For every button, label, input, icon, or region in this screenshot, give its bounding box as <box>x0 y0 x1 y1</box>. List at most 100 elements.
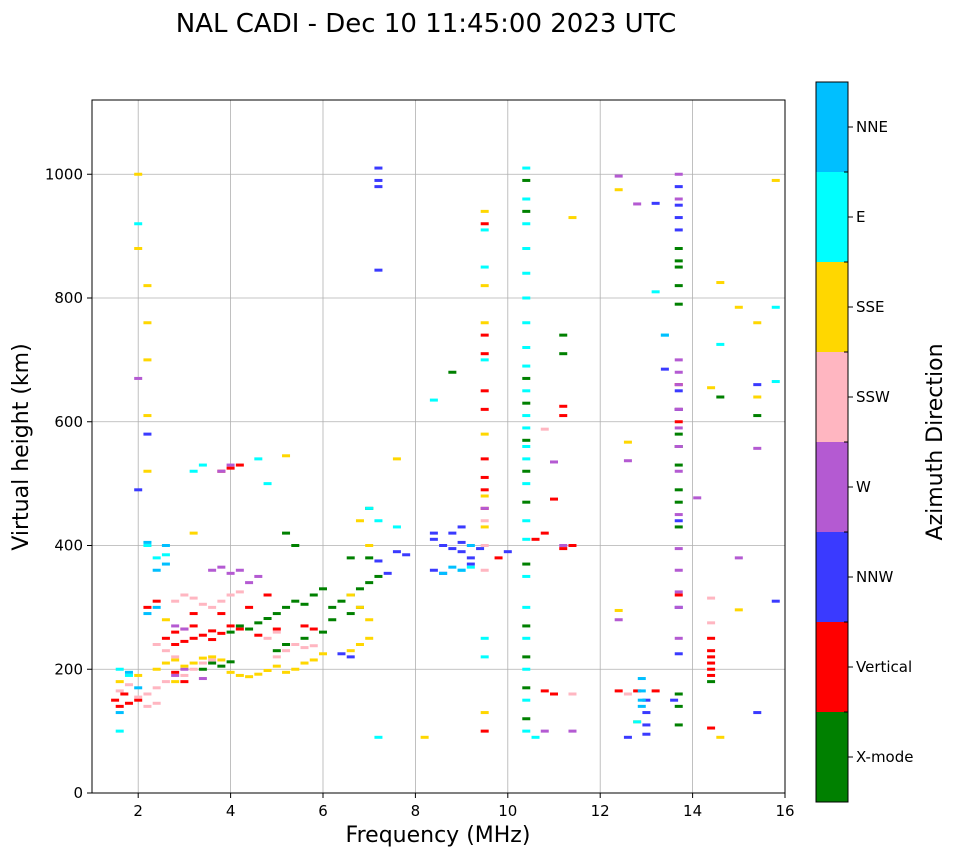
data-point-nnw <box>429 537 438 541</box>
data-point-e <box>480 358 489 362</box>
data-point-sse <box>480 284 489 288</box>
data-point-e <box>480 265 489 269</box>
y-tick-label: 200 <box>54 660 83 678</box>
data-point-nnw <box>753 711 762 715</box>
data-point-sse <box>235 673 244 677</box>
data-point-ssw <box>208 605 217 609</box>
data-point-vertical <box>559 404 568 408</box>
data-point-w <box>674 358 683 362</box>
data-point-x-mode <box>674 525 683 529</box>
data-point-vertical <box>540 689 549 693</box>
data-point-w <box>171 624 180 628</box>
data-point-x-mode <box>674 432 683 436</box>
data-point-nnw <box>374 185 383 189</box>
data-point-x-mode <box>674 259 683 263</box>
data-point-vertical <box>120 692 129 696</box>
x-tick-label: 2 <box>133 802 143 820</box>
data-point-sse <box>480 711 489 715</box>
data-point-vertical <box>198 633 207 637</box>
colorbar-tick-label: W <box>856 478 871 496</box>
data-point-nnw <box>771 599 780 603</box>
data-point-vertical <box>480 389 489 393</box>
data-point-x-mode <box>559 352 568 356</box>
data-point-x-mode <box>522 717 531 721</box>
data-point-x-mode <box>365 581 374 585</box>
data-point-nne <box>143 540 152 544</box>
data-point-nnw <box>374 178 383 182</box>
x-tick-label: 16 <box>775 802 794 820</box>
data-point-ssw <box>161 649 170 653</box>
data-point-x-mode <box>235 624 244 628</box>
data-point-vertical <box>254 633 263 637</box>
data-point-x-mode <box>282 605 291 609</box>
data-point-w <box>198 677 207 681</box>
data-point-nnw <box>674 216 683 220</box>
data-point-sse <box>346 649 355 653</box>
data-point-e <box>522 574 531 578</box>
data-point-w <box>674 605 683 609</box>
data-point-x-mode <box>674 723 683 727</box>
data-point-vertical <box>189 612 198 616</box>
data-point-x-mode <box>674 302 683 306</box>
data-point-ssw <box>480 544 489 547</box>
data-point-nnw <box>346 655 355 659</box>
data-point-w <box>674 513 683 517</box>
data-point-vertical <box>559 414 568 418</box>
data-point-e <box>522 222 531 226</box>
data-point-e <box>522 166 531 170</box>
data-point-nne <box>466 544 475 547</box>
data-point-sse <box>143 284 152 288</box>
data-point-w <box>614 174 623 178</box>
data-point-x-mode <box>309 593 318 597</box>
data-point-x-mode <box>707 680 716 684</box>
data-point-vertical <box>208 629 217 633</box>
data-point-nnw <box>503 550 512 554</box>
data-point-x-mode <box>226 630 235 634</box>
data-point-nnw <box>670 698 679 702</box>
data-point-vertical <box>300 624 309 628</box>
data-point-w <box>674 590 683 594</box>
data-point-vertical <box>674 420 683 424</box>
data-point-w <box>134 376 143 380</box>
data-point-w <box>550 460 558 464</box>
data-point-w <box>171 673 180 677</box>
data-point-sse <box>291 667 300 671</box>
data-point-vertical <box>180 680 189 684</box>
data-point-nnw <box>383 571 392 575</box>
data-point-vertical <box>309 627 318 631</box>
data-point-x-mode <box>328 605 337 609</box>
data-point-ssw <box>707 621 716 625</box>
data-point-ssw <box>115 689 124 693</box>
data-point-sse <box>143 469 152 473</box>
data-point-nnw <box>674 228 683 232</box>
data-point-x-mode <box>522 469 531 473</box>
data-point-nne <box>637 677 646 681</box>
data-point-vertical <box>235 463 244 467</box>
data-point-nnw <box>642 698 651 702</box>
data-point-sse <box>134 673 143 677</box>
data-point-nnw <box>674 185 683 189</box>
data-point-sse <box>365 544 374 547</box>
data-point-x-mode <box>522 686 531 690</box>
data-point-vertical <box>480 475 489 479</box>
data-point-sse <box>734 305 743 309</box>
data-point-w <box>674 445 683 448</box>
data-point-w <box>254 574 263 578</box>
data-point-x-mode <box>674 247 683 250</box>
data-point-e <box>374 519 383 523</box>
data-point-sse <box>734 608 743 612</box>
data-point-vertical <box>171 643 180 646</box>
data-point-nne <box>161 562 170 566</box>
data-point-e <box>392 525 401 529</box>
data-point-e <box>189 469 198 473</box>
data-point-vertical <box>480 488 489 492</box>
data-point-sse <box>282 670 291 674</box>
data-point-sse <box>272 664 281 668</box>
data-point-vertical <box>171 630 180 634</box>
data-point-nne <box>660 333 669 337</box>
data-point-e <box>522 197 531 201</box>
data-point-vertical <box>180 639 189 643</box>
colorbar-frame <box>815 81 849 803</box>
data-point-x-mode <box>198 667 207 671</box>
